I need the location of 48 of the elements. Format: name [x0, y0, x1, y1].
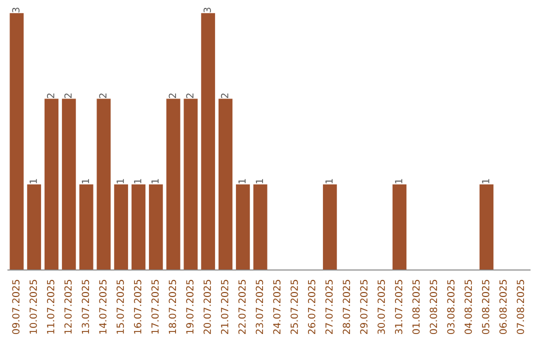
x-tick-label: 18.07.2025 [168, 280, 176, 334]
x-tick-label: 02.08.2025 [430, 280, 438, 334]
data-label: 1 [82, 179, 89, 184]
x-tick-label: 12.07.2025 [64, 280, 72, 334]
x-tick-label: 19.07.2025 [186, 280, 194, 334]
x-tick-label: 21.07.2025 [220, 280, 228, 334]
x-tick-label: 01.08.2025 [412, 280, 420, 334]
data-label: 1 [238, 179, 246, 184]
x-tick-label: 28.07.2025 [342, 280, 350, 334]
data-label: 2 [64, 94, 72, 98]
x-tick-label: 25.07.2025 [290, 280, 298, 334]
x-tick-label: 16.07.2025 [134, 280, 142, 334]
x-tick-label: 29.07.2025 [360, 280, 368, 334]
x-tick-label: 14.07.2025 [99, 280, 107, 334]
x-tick-label: 05.08.2025 [482, 280, 490, 334]
data-label: 1 [482, 179, 490, 184]
data-label: 1 [395, 179, 402, 184]
data-label: 2 [168, 94, 176, 98]
data-label: 2 [186, 94, 194, 98]
x-tick-label: 15.07.2025 [116, 280, 124, 334]
data-label: 1 [151, 179, 159, 184]
data-label: 1 [256, 179, 263, 184]
data-label: 1 [30, 179, 37, 184]
x-tick-label: 26.07.2025 [308, 280, 316, 334]
x-tick-label: 09.07.2025 [12, 280, 20, 334]
data-label: 2 [220, 94, 228, 98]
x-tick-label: 04.08.2025 [464, 280, 472, 334]
x-tick-label: 23.07.2025 [256, 280, 264, 334]
x-tick-label: 10.07.2025 [30, 280, 37, 334]
data-label: 2 [99, 94, 106, 98]
x-tick-label: 22.07.2025 [238, 280, 246, 334]
x-tick-label: 13.07.2025 [82, 280, 90, 334]
x-tick-label: 06.08.2025 [499, 280, 507, 334]
data-label: 1 [116, 179, 124, 184]
data-label: 3 [12, 8, 20, 12]
data-label: 2 [46, 94, 54, 98]
x-tick-label: 11.07.2025 [46, 280, 54, 334]
x-tick-label: 20.07.2025 [204, 280, 211, 334]
x-tick-label: 31.07.2025 [394, 280, 402, 334]
data-label: 3 [204, 8, 211, 12]
data-label: 1 [325, 179, 333, 184]
x-tick-label: 24.07.2025 [273, 280, 281, 334]
x-tick-label: 17.07.2025 [151, 280, 159, 334]
x-tick-label: 27.07.2025 [325, 280, 333, 334]
data-label: 1 [134, 179, 142, 184]
x-tick-label: 30.07.2025 [378, 280, 385, 334]
x-tick-label: 07.08.2025 [516, 280, 524, 334]
x-tick-label: 03.08.2025 [447, 280, 455, 334]
